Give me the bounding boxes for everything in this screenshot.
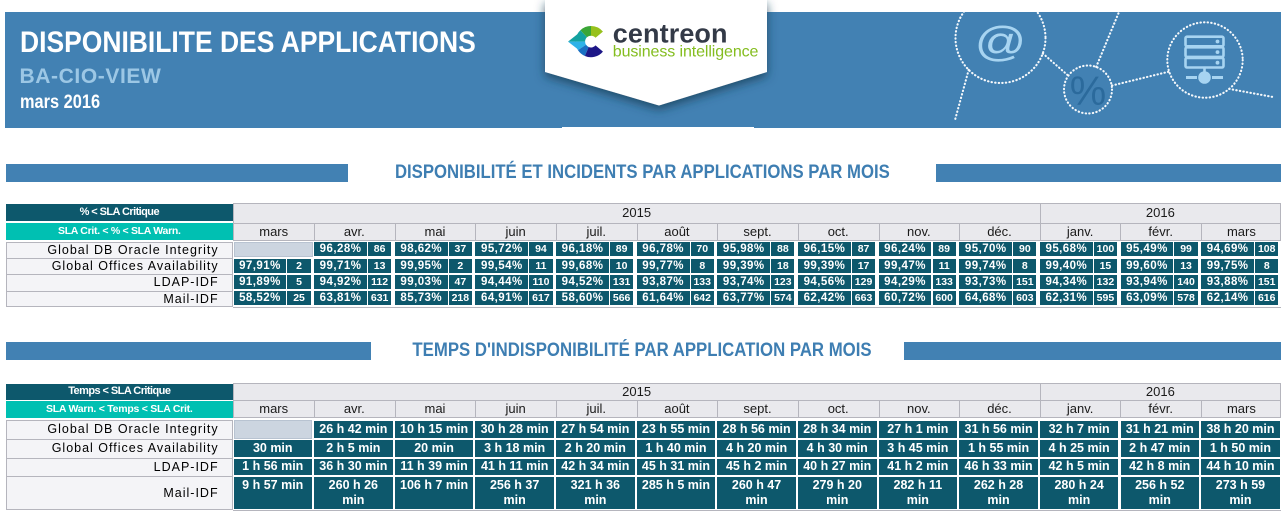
- svg-text:business intelligence: business intelligence: [613, 44, 759, 61]
- svg-text:centreon: centreon: [613, 19, 728, 49]
- svg-text:%: %: [1070, 68, 1106, 114]
- svg-text:@: @: [975, 18, 1027, 65]
